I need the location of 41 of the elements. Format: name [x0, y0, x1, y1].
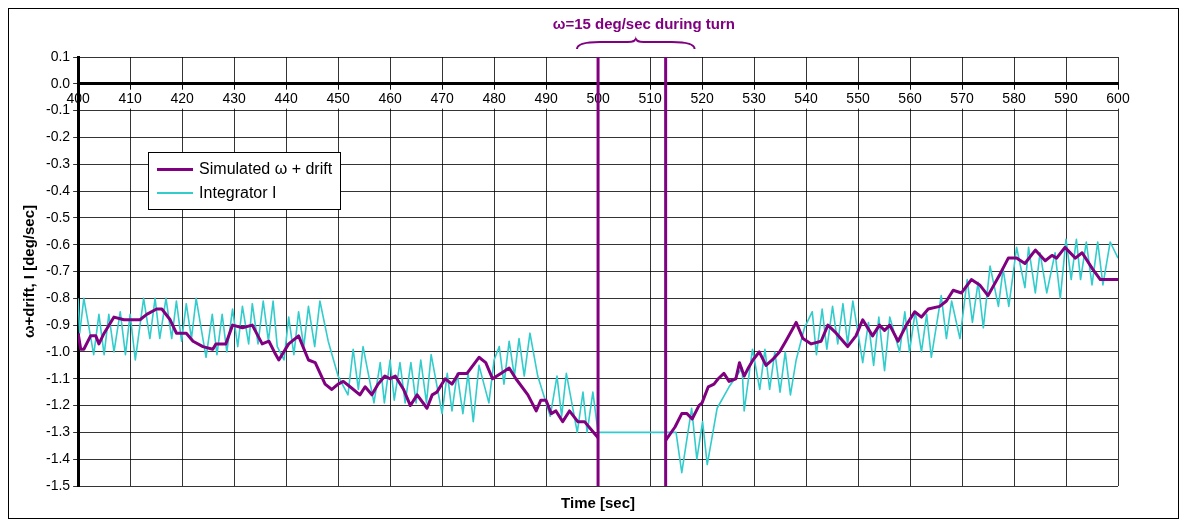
x-tick-label: 530 [742, 90, 766, 107]
y-tick-label: -1.3 [46, 423, 71, 440]
y-tick-label: -1.4 [46, 450, 71, 467]
y-tick-label: -0.5 [46, 208, 71, 225]
x-tick-label: 560 [898, 90, 922, 107]
y-tick-label: -0.1 [46, 101, 71, 118]
x-axis-title: Time [sec] [561, 494, 636, 512]
y-axis-title: ω+drift, I [deg/sec] [20, 204, 38, 339]
x-tick-label: 520 [690, 90, 714, 107]
y-tick-label: -1.2 [46, 396, 71, 413]
y-tick-label: 0.1 [50, 47, 71, 64]
legend-label: Simulated ω + drift [199, 159, 333, 179]
y-tick-label: -0.7 [46, 262, 71, 279]
y-tick-label: -0.4 [46, 181, 71, 198]
y-tick-label: -1.1 [46, 369, 71, 386]
x-tick-label: 420 [170, 90, 194, 107]
x-tick-label: 450 [326, 90, 350, 107]
x-tick-label: 480 [482, 90, 506, 107]
x-tick-label: 550 [846, 90, 870, 107]
y-tick-label: -0.6 [46, 235, 71, 252]
x-tick-label: 600 [1106, 90, 1130, 107]
x-tick-label: 540 [794, 90, 818, 107]
y-tick-label: -1.0 [46, 342, 71, 359]
x-tick-label: 470 [430, 90, 454, 107]
x-tick-label: 460 [378, 90, 402, 107]
y-tick-label: 0.0 [50, 74, 71, 91]
y-tick-label: -0.8 [46, 289, 71, 306]
x-tick-label: 580 [1002, 90, 1026, 107]
y-tick-label: -1.5 [46, 476, 71, 493]
x-tick-label: 570 [950, 90, 974, 107]
x-tick-label: 430 [222, 90, 246, 107]
x-tick-label: 590 [1054, 90, 1078, 107]
x-tick-label: 490 [534, 90, 558, 107]
x-tick-label: 410 [118, 90, 143, 107]
y-tick-label: -0.9 [46, 315, 71, 332]
x-tick-label: 510 [638, 90, 662, 107]
text: ω=15 deg/sec during turn [552, 15, 736, 33]
y-tick-label: -0.3 [46, 155, 71, 172]
legend-label: Integrator I [199, 183, 277, 203]
x-tick-label: 440 [274, 90, 298, 107]
y-tick-label: -0.2 [46, 128, 71, 145]
